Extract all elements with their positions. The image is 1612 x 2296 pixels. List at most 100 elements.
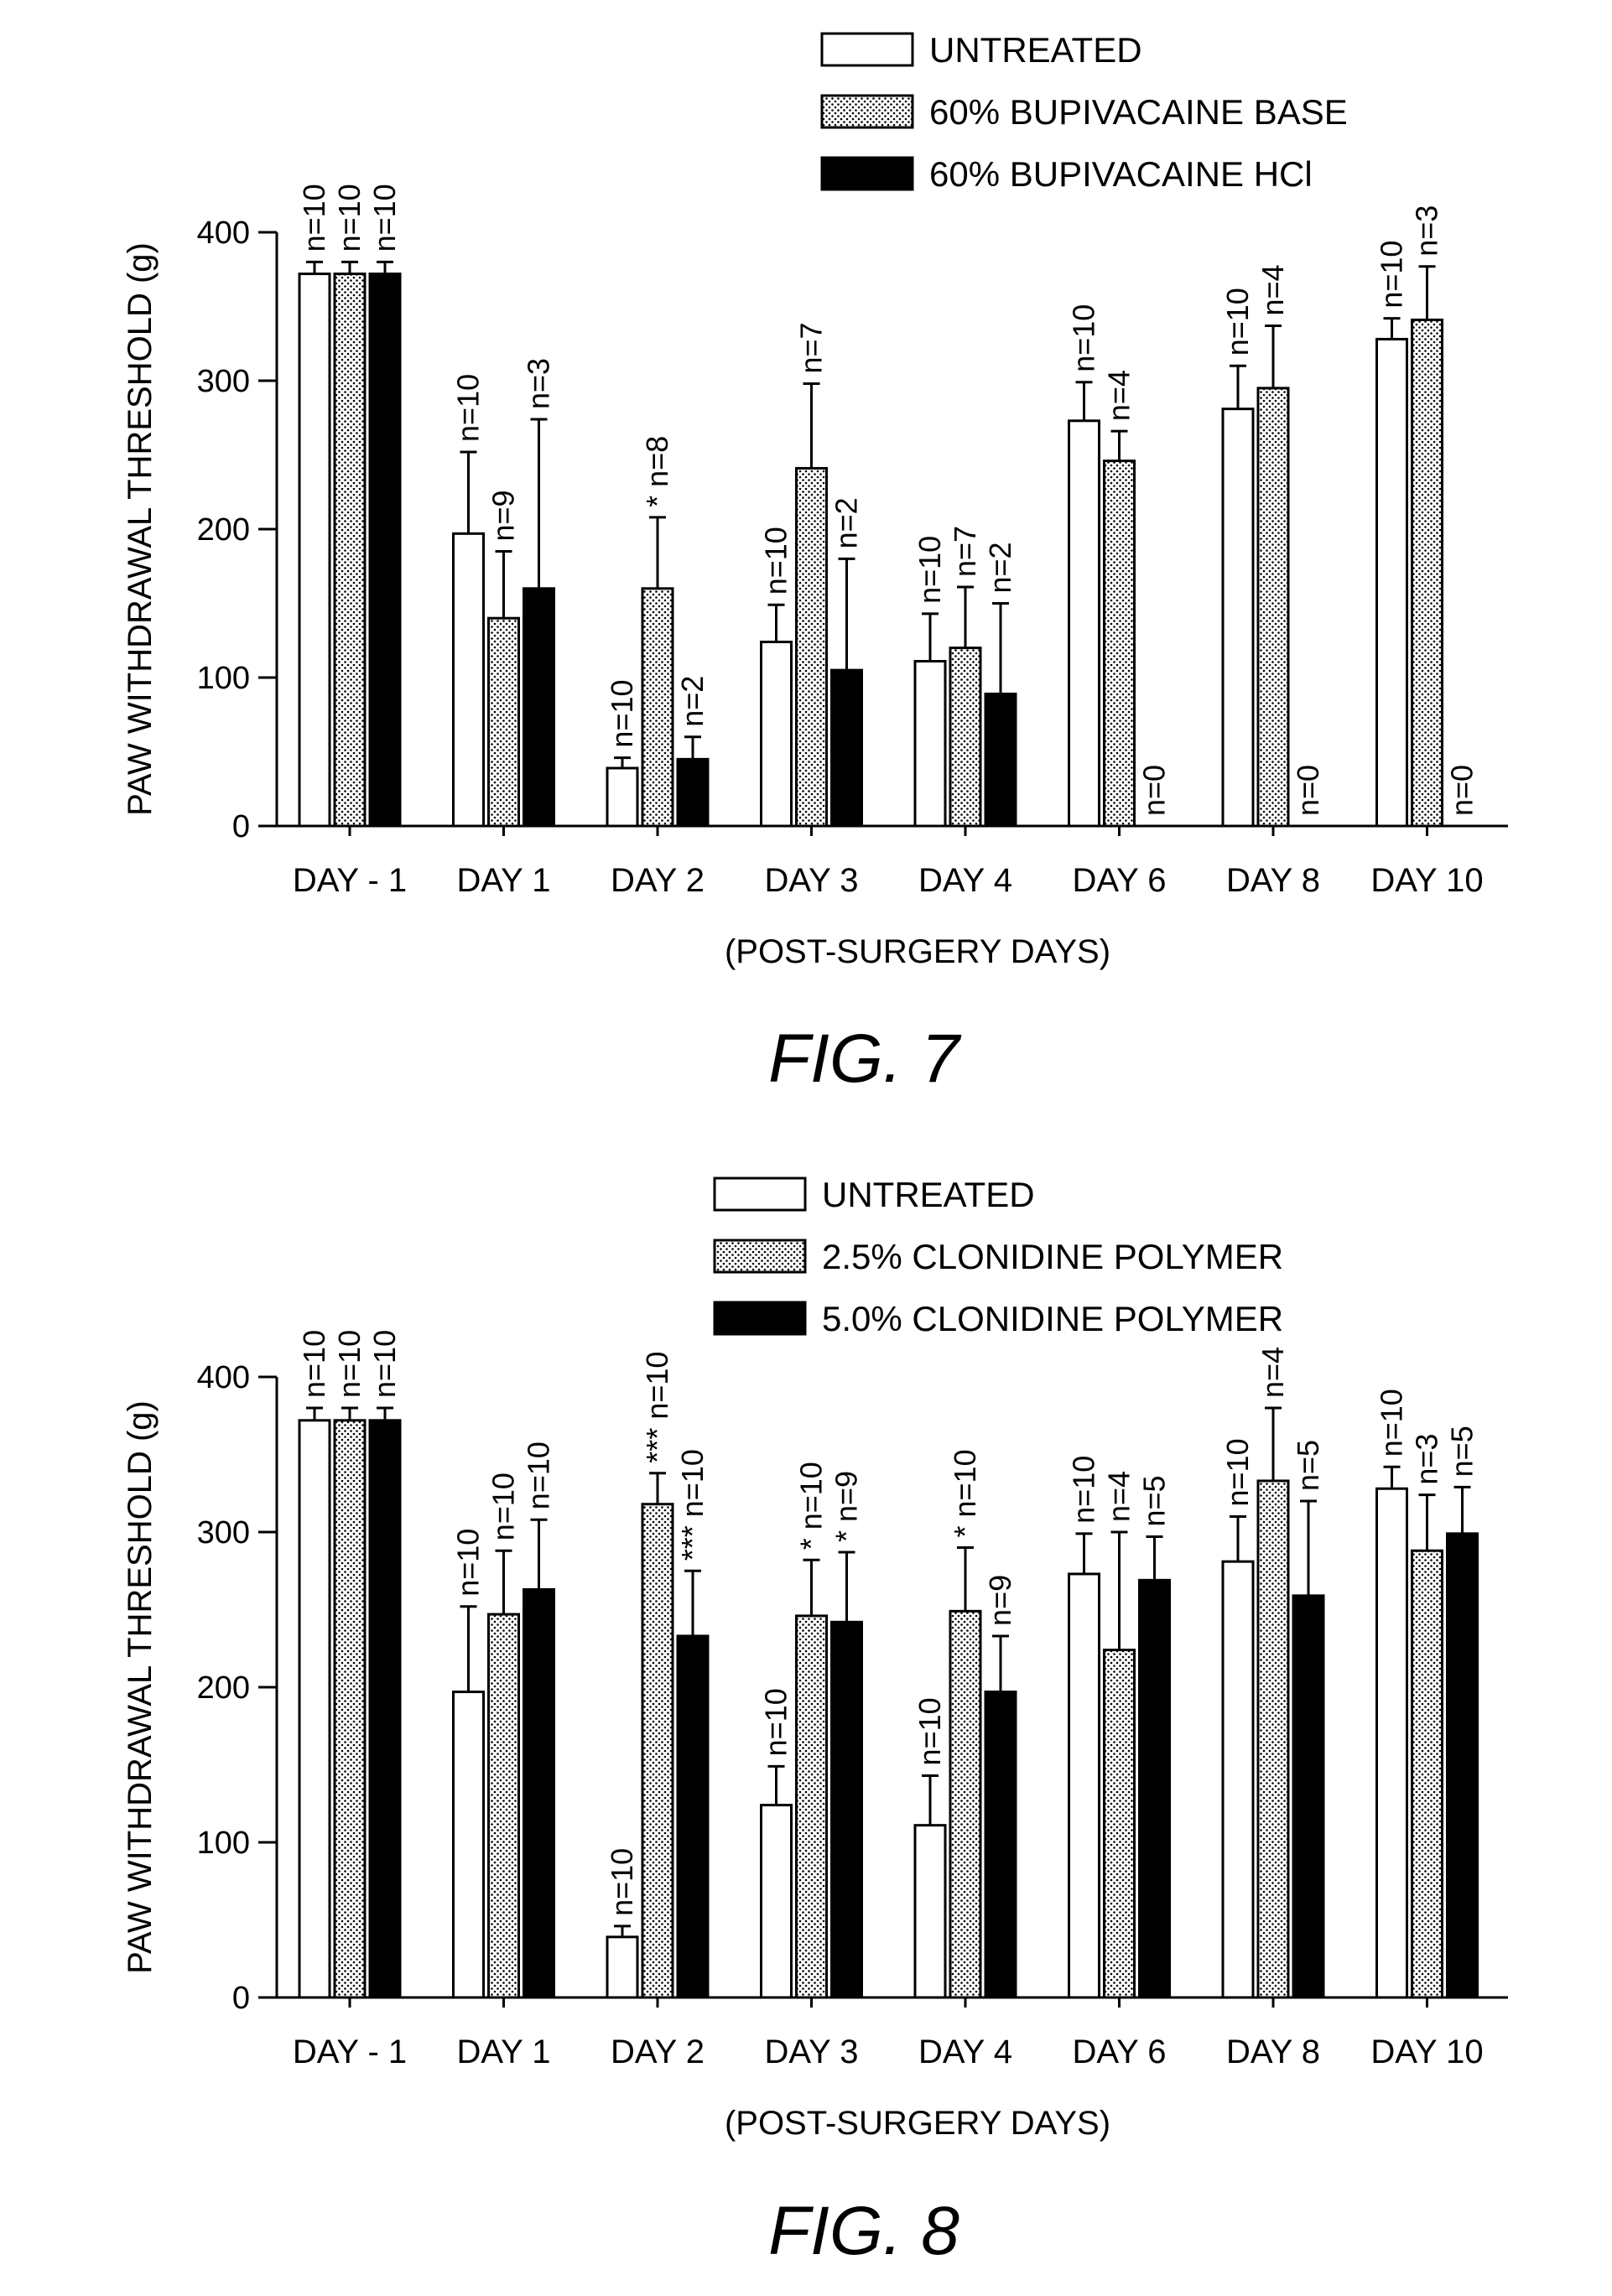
fig8-category-label-2: DAY 2 [611, 2034, 705, 2070]
fig7-bar-s0-c4 [915, 662, 945, 826]
fig8-bar-s1-c1 [489, 1614, 519, 1997]
fig8-legend-swatch-0 [715, 1178, 805, 1210]
fig7-figure-label: FIG. 7 [768, 1021, 962, 1097]
fig8-bar-s0-c7 [1377, 1488, 1407, 1997]
fig7-bar-s0-c2 [607, 768, 637, 826]
fig7-category-label-5: DAY 6 [1073, 862, 1167, 899]
fig7-n-label-s2-c0: n=10 [367, 184, 402, 252]
fig7-legend-swatch-0 [822, 34, 913, 65]
fig8-bar-s2-c0 [370, 1421, 400, 1997]
fig7-bar-s0-c1 [454, 533, 484, 826]
fig7-n-label-s2-c4: n=2 [983, 542, 1017, 593]
fig7-y-tick-label-3: 300 [197, 364, 250, 399]
fig7-bar-s0-c6 [1223, 409, 1253, 826]
fig7-n-label-s1-c4: n=7 [948, 526, 982, 577]
fig7-n-label-s0-c6: n=10 [1220, 288, 1255, 356]
fig8-bar-s2-c2 [678, 1636, 708, 1997]
fig8-x-axis-label: (POST-SURGERY DAYS) [725, 2105, 1110, 2142]
fig8-category-label-3: DAY 3 [765, 2034, 859, 2070]
fig8-n-label-s1-c1: n=10 [486, 1473, 521, 1540]
fig7-n-label-s2-c7: n=0 [1445, 765, 1479, 816]
fig8-n-label-s0-c7: n=10 [1375, 1389, 1409, 1457]
fig7-n-label-s1-c0: n=10 [332, 184, 367, 252]
fig8-bar-s1-c5 [1105, 1650, 1135, 1997]
fig7-category-label-4: DAY 4 [918, 862, 1012, 899]
fig7-n-label-s0-c5: n=10 [1067, 304, 1101, 372]
fig8-n-label-s0-c5: n=10 [1067, 1456, 1101, 1524]
fig8-bar-s2-c1 [524, 1589, 554, 1997]
fig8-category-label-5: DAY 6 [1073, 2034, 1167, 2070]
fig7-n-label-s2-c1: n=3 [522, 358, 556, 409]
fig8-n-label-s1-c5: n=4 [1102, 1471, 1136, 1522]
fig8-bar-s1-c4 [950, 1611, 980, 1997]
fig8-bar-s0-c2 [607, 1937, 637, 1997]
fig7-bar-s0-c3 [762, 642, 792, 826]
fig7-bar-s1-c4 [950, 648, 980, 826]
fig7-n-label-s2-c2: n=2 [675, 676, 710, 727]
fig8-n-label-s1-c2: *** n=10 [640, 1352, 674, 1463]
fig7-bar-s2-c3 [832, 670, 862, 826]
fig8-bar-s0-c3 [762, 1805, 792, 1997]
fig7-category-label-6: DAY 8 [1226, 862, 1320, 899]
fig7-n-label-s1-c7: n=3 [1410, 205, 1444, 257]
fig8-bar-s0-c4 [915, 1826, 945, 1997]
fig7-bar-s1-c6 [1258, 388, 1288, 826]
fig8-chart: UNTREATED2.5% CLONIDINE POLYMER5.0% CLON… [122, 1175, 1508, 2269]
fig8-bar-s1-c3 [797, 1616, 827, 1997]
fig7-legend-swatch-1 [822, 96, 913, 127]
fig7-n-label-s1-c3: n=7 [794, 322, 829, 373]
fig8-bar-s0-c6 [1223, 1561, 1253, 1997]
fig7-category-label-3: DAY 3 [765, 862, 859, 899]
fig8-n-label-s0-c6: n=10 [1220, 1438, 1255, 1506]
fig7-bar-s1-c7 [1412, 319, 1443, 826]
fig8-bar-s2-c5 [1140, 1580, 1170, 1997]
fig8-legend-label-2: 5.0% CLONIDINE POLYMER [822, 1299, 1283, 1338]
fig8-bar-s2-c3 [832, 1622, 862, 1997]
fig7-n-label-s0-c4: n=10 [913, 536, 947, 604]
fig7-category-label-1: DAY 1 [457, 862, 551, 899]
fig7-n-label-s2-c5: n=0 [1137, 765, 1172, 816]
fig7-x-axis-label: (POST-SURGERY DAYS) [725, 933, 1110, 970]
fig7-y-tick-label-4: 400 [197, 216, 250, 251]
fig8-figure-label: FIG. 8 [768, 2193, 959, 2269]
fig8-y-axis-label: PAW WITHDRAWAL THRESHOLD (g) [122, 1400, 159, 1974]
fig7-bar-s0-c0 [299, 274, 330, 826]
fig7-y-tick-label-1: 100 [197, 661, 250, 696]
fig8-bar-s1-c6 [1258, 1481, 1288, 1997]
fig8-y-tick-label-4: 400 [197, 1360, 250, 1395]
fig7-legend-swatch-2 [822, 158, 913, 190]
fig7-bar-s0-c5 [1069, 421, 1100, 826]
fig8-n-label-s2-c4: n=9 [983, 1575, 1017, 1626]
fig8-n-label-s1-c6: n=4 [1256, 1347, 1290, 1398]
fig7-bar-s2-c0 [370, 274, 400, 826]
fig7-n-label-s1-c6: n=4 [1256, 264, 1290, 315]
fig8-n-label-s0-c3: n=10 [759, 1688, 793, 1756]
fig7-n-label-s2-c6: n=0 [1291, 765, 1325, 816]
fig7-category-label-7: DAY 10 [1370, 862, 1483, 899]
fig7-n-label-s2-c3: n=2 [829, 497, 864, 548]
fig7-category-label-0: DAY - 1 [293, 862, 407, 899]
fig7-y-tick-label-2: 200 [197, 512, 250, 548]
fig7-y-tick-label-0: 0 [232, 809, 250, 844]
fig7-n-label-s0-c0: n=10 [297, 184, 331, 252]
fig8-n-label-s0-c1: n=10 [451, 1529, 486, 1597]
fig7-bar-s1-c5 [1105, 461, 1135, 826]
fig8-n-label-s2-c1: n=10 [522, 1441, 556, 1509]
fig8-legend-label-0: UNTREATED [822, 1175, 1035, 1214]
fig8-legend-swatch-1 [715, 1240, 805, 1272]
fig8-n-label-s2-c6: n=5 [1291, 1440, 1325, 1491]
fig8-bar-s2-c4 [985, 1692, 1016, 1997]
fig8-y-tick-label-3: 300 [197, 1515, 250, 1551]
fig7-bar-s2-c1 [524, 589, 554, 826]
fig7-bar-s1-c2 [642, 589, 673, 826]
fig7-bar-s1-c1 [489, 618, 519, 826]
fig8-n-label-s2-c3: * n=9 [829, 1471, 864, 1542]
fig7-y-axis-label: PAW WITHDRAWAL THRESHOLD (g) [122, 242, 159, 816]
fig7-bar-s1-c0 [335, 274, 365, 826]
fig8-bar-s2-c7 [1448, 1534, 1478, 1997]
fig7-n-label-s1-c5: n=4 [1102, 370, 1136, 421]
fig8-n-label-s0-c4: n=10 [913, 1697, 947, 1765]
fig8-bar-s1-c2 [642, 1504, 673, 1997]
fig8-category-label-6: DAY 8 [1226, 2034, 1320, 2070]
